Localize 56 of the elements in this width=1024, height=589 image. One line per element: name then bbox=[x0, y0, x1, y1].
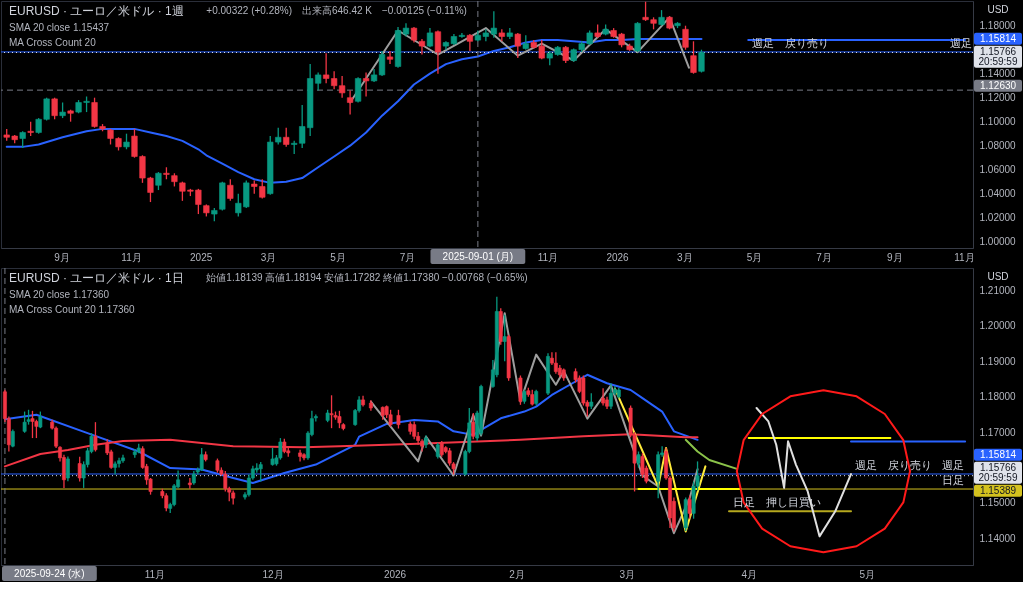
ref-line-label: 1.15766 20:59:59 bbox=[978, 45, 1018, 67]
x-tick-label: 9月 bbox=[54, 251, 70, 263]
annotation: 日足 bbox=[941, 474, 964, 487]
chart-subtitle: 始値1.18139 高値1.18194 安値1.17282 終値1.17380 −0.00768 (−0.65%) bbox=[206, 272, 528, 283]
ref-line-label: 1.15389 bbox=[979, 484, 1017, 496]
chart-title: EURUSD · ユーロ／米ドル · 1週 bbox=[9, 4, 184, 18]
ref-line-label: 1.12630 bbox=[979, 79, 1017, 91]
x-tick-label: 5月 bbox=[330, 251, 346, 263]
ref-line-label: 1.15814 bbox=[979, 448, 1017, 460]
x-tick-label: 11月 bbox=[121, 251, 142, 263]
y-tick-label: 1.18000 bbox=[979, 20, 1017, 32]
chart-title: EURUSD · ユーロ／米ドル · 1日 bbox=[9, 271, 184, 285]
x-tick-label: 11月 bbox=[954, 251, 975, 263]
ref-line-label: 1.15814 bbox=[979, 32, 1017, 44]
x-tick-label: 3月 bbox=[260, 251, 277, 263]
x-tick-label: 2026 bbox=[606, 251, 630, 263]
x-tick-label: 5月 bbox=[859, 568, 876, 580]
y-tick-label: 1.08000 bbox=[979, 140, 1017, 152]
x-tick-label: 3月 bbox=[619, 568, 635, 580]
x-tick-label: 2026 bbox=[383, 568, 407, 580]
y-tick-label: 1.04000 bbox=[979, 188, 1017, 200]
x-tick-label: 7月 bbox=[399, 251, 416, 263]
ref-line-label: 1.15766 20:59:59 bbox=[978, 461, 1018, 483]
x-tick-label: 3月 bbox=[677, 251, 693, 263]
x-tick-label: 2月 bbox=[509, 568, 525, 580]
annotation: SMA 20 close 1.17360 bbox=[9, 289, 110, 300]
y-tick-label: 1.14000 bbox=[979, 532, 1017, 544]
annotation: SMA 20 close 1.15437 bbox=[9, 22, 110, 33]
y-tick-label: 1.10000 bbox=[979, 116, 1017, 128]
x-tick-label: 12月 bbox=[262, 568, 284, 580]
y-axis-title: USD bbox=[987, 4, 1009, 15]
y-tick-label: 1.14000 bbox=[979, 68, 1017, 80]
x-tick-label: 4月 bbox=[741, 568, 757, 580]
x-tick-label: 11月 bbox=[144, 568, 166, 580]
y-axis-title: USD bbox=[987, 271, 1009, 282]
y-tick-label: 1.12000 bbox=[979, 92, 1017, 104]
annotation: 週足 bbox=[941, 458, 964, 471]
y-tick-label: 1.00000 bbox=[979, 236, 1017, 248]
annotation: MA Cross Count 20 1.17360 bbox=[9, 304, 136, 315]
chart-subtitle: +0.00322 (+0.28%) 出来高646.42 K −0.00125 (−0.11%) bbox=[206, 5, 467, 16]
ref-line-label: 2025-09-01 (月) bbox=[442, 250, 514, 262]
y-tick-label: 1.21000 bbox=[979, 285, 1017, 297]
y-tick-label: 1.06000 bbox=[979, 164, 1017, 176]
y-tick-label: 1.19000 bbox=[979, 355, 1017, 367]
y-tick-label: 1.17000 bbox=[979, 426, 1017, 438]
y-tick-label: 1.15000 bbox=[979, 497, 1017, 509]
x-tick-label: 5月 bbox=[746, 251, 763, 263]
x-tick-label: 11月 bbox=[537, 251, 559, 263]
x-tick-label: 9月 bbox=[887, 251, 903, 263]
ref-line-label: 2025-09-24 (水) bbox=[14, 567, 85, 579]
x-tick-label: 2025 bbox=[190, 251, 213, 263]
annotation: MA Cross Count 20 bbox=[9, 37, 97, 48]
y-tick-label: 1.02000 bbox=[979, 212, 1017, 224]
x-tick-label: 7月 bbox=[816, 251, 832, 263]
y-tick-label: 1.20000 bbox=[979, 320, 1017, 332]
y-tick-label: 1.18000 bbox=[979, 391, 1017, 403]
